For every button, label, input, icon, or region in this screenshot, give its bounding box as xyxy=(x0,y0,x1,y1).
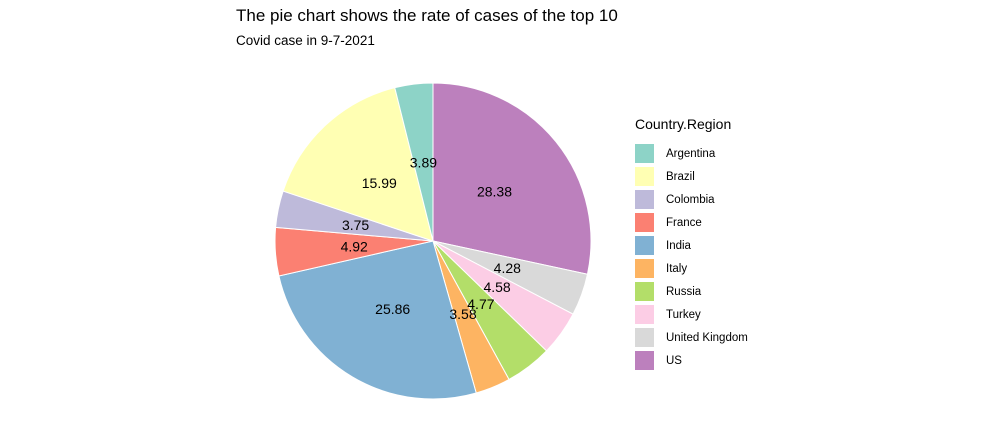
slice-label-united-kingdom: 4.28 xyxy=(494,260,521,276)
slice-label-us: 28.38 xyxy=(477,183,512,199)
chart-subtitle: Covid case in 9-7-2021 xyxy=(236,33,375,48)
legend-swatch-italy xyxy=(635,259,654,278)
slice-india xyxy=(278,240,477,400)
legend-item-us: US xyxy=(635,349,748,372)
legend-item-italy: Italy xyxy=(635,257,748,280)
legend-item-brazil: Brazil xyxy=(635,165,748,188)
chart-title: The pie chart shows the rate of cases of… xyxy=(236,6,618,25)
legend-swatch-colombia xyxy=(635,190,654,209)
slice-label-italy: 3.58 xyxy=(449,306,476,322)
legend-item-russia: Russia xyxy=(635,280,748,303)
legend-swatch-turkey xyxy=(635,305,654,324)
legend-item-united-kingdom: United Kingdom xyxy=(635,326,748,349)
legend-item-colombia: Colombia xyxy=(635,188,748,211)
legend-label-argentina: Argentina xyxy=(666,147,716,160)
slice-label-brazil: 15.99 xyxy=(362,175,397,191)
slice-argentina xyxy=(394,82,434,242)
slice-label-russia: 4.77 xyxy=(467,296,494,312)
legend-swatch-france xyxy=(635,213,654,232)
slice-label-india: 25.86 xyxy=(375,301,410,317)
slice-label-france: 4.92 xyxy=(341,238,368,254)
legend-label-russia: Russia xyxy=(666,285,702,298)
legend-swatch-us xyxy=(635,351,654,370)
slice-label-colombia: 3.75 xyxy=(342,217,369,233)
legend-item-france: France xyxy=(635,211,748,234)
legend-label-brazil: Brazil xyxy=(666,170,695,183)
legend-swatch-russia xyxy=(635,282,654,301)
slice-brazil xyxy=(282,87,434,242)
legend-item-argentina: Argentina xyxy=(635,142,748,165)
legend-item-turkey: Turkey xyxy=(635,303,748,326)
legend-swatch-brazil xyxy=(635,167,654,186)
legend-swatch-united-kingdom xyxy=(635,328,654,347)
legend-items: Argentina Brazil Colombia France India Italy R… xyxy=(635,142,748,372)
legend-swatch-argentina xyxy=(635,144,654,163)
slice-us xyxy=(432,82,592,275)
legend-title: Country.Region xyxy=(635,116,732,132)
legend-label-turkey: Turkey xyxy=(666,308,701,321)
legend-item-india: India xyxy=(635,234,748,257)
legend-label-italy: Italy xyxy=(666,262,688,275)
legend-label-india: India xyxy=(666,239,691,252)
legend-label-us: US xyxy=(666,354,682,367)
legend-label-colombia: Colombia xyxy=(666,193,715,206)
legend-label-united-kingdom: United Kingdom xyxy=(666,331,748,344)
pie-labels: 28.38 4.28 4.584.773.58 25.86 4.92 3.75 15.99 3… xyxy=(341,155,522,323)
legend-swatch-india xyxy=(635,236,654,255)
pie-slices xyxy=(274,82,592,400)
slice-label-turkey: 4.58 xyxy=(483,279,510,295)
legend-label-france: France xyxy=(666,216,702,229)
legend: Country.Region Argentina Brazil Colombia Fr… xyxy=(635,116,748,372)
slice-label-argentina: 3.89 xyxy=(410,155,437,171)
